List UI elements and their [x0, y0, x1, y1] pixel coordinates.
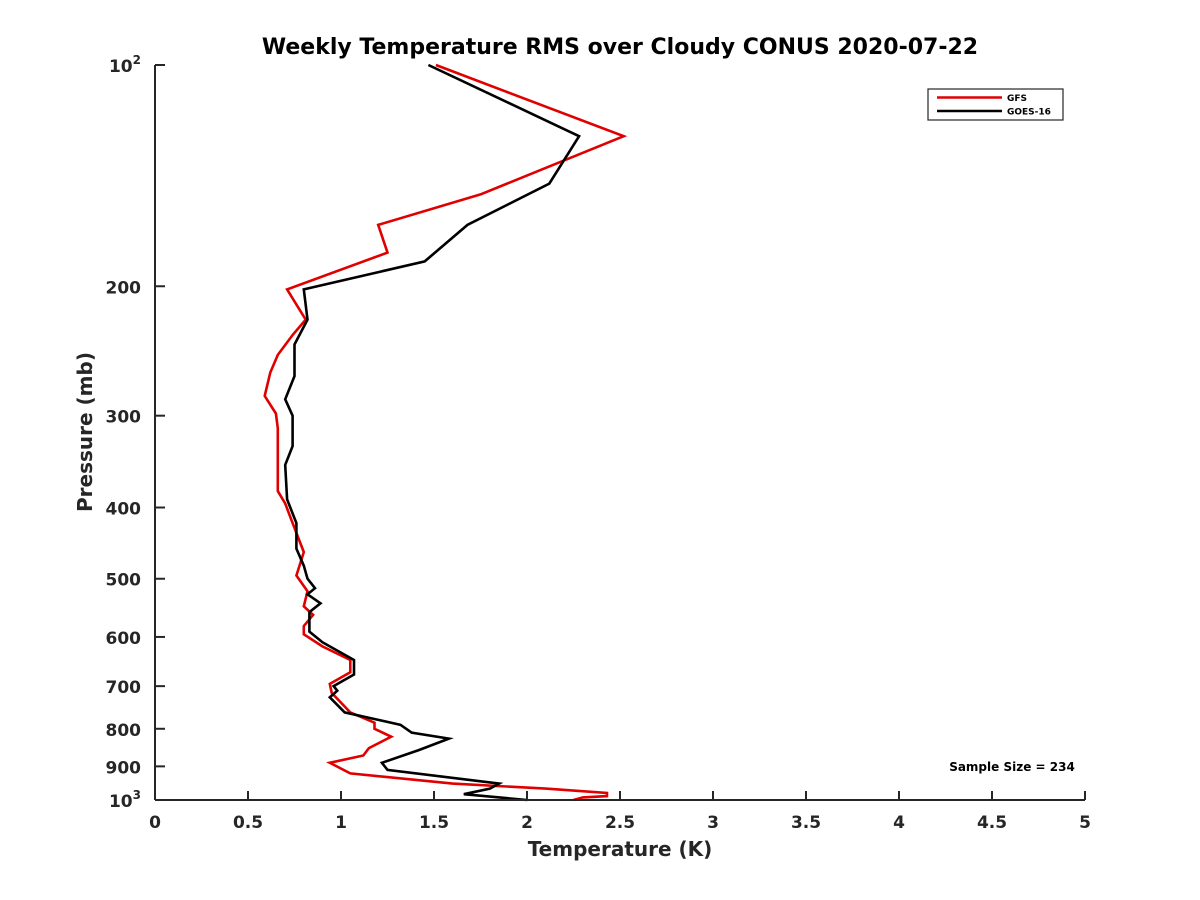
sample-size-annotation: Sample Size = 234 [949, 760, 1075, 774]
x-tick-label: 0.5 [233, 813, 263, 833]
x-axis-label: Temperature (K) [528, 837, 713, 861]
chart-title: Weekly Temperature RMS over Cloudy CONUS… [262, 35, 978, 60]
legend-box [927, 88, 1064, 121]
x-tick-label: 4 [893, 813, 905, 833]
x-tick-label: 5 [1079, 813, 1091, 833]
y-tick-label: 400 [106, 500, 142, 520]
x-tick-label: 1 [335, 813, 347, 833]
x-tick-label: 1.5 [419, 813, 449, 833]
y-tick-label: 200 [106, 278, 142, 298]
x-tick-label: 3 [707, 813, 719, 833]
y-tick-label: 900 [106, 758, 142, 778]
y-tick-label: 103 [109, 788, 141, 812]
y-tick-label: 600 [106, 629, 142, 649]
y-ticks: 102 200 300 400 500 600 700 800 900 103 [106, 53, 165, 812]
y-tick-label: 300 [106, 408, 142, 428]
y-tick-label: 700 [106, 678, 142, 698]
legend: GFS GOES-16 [927, 88, 1064, 121]
legend-label-gfs: GFS [1007, 94, 1027, 104]
y-tick-label: 500 [106, 571, 142, 591]
x-tick-label: 3.5 [791, 813, 821, 833]
x-ticks: 0 0.5 1 1.5 2 2.5 3 3.5 4 4.5 5 [149, 791, 1091, 833]
x-tick-label: 2 [521, 813, 533, 833]
y-axis-label: Pressure (mb) [73, 352, 97, 512]
x-tick-label: 4.5 [977, 813, 1007, 833]
x-tick-label: 2.5 [605, 813, 635, 833]
y-tick-label: 102 [109, 53, 141, 77]
x-tick-label: 0 [149, 813, 161, 833]
legend-label-goes16: GOES-16 [1007, 108, 1051, 118]
series-group [263, 63, 628, 802]
y-tick-label: 800 [106, 721, 142, 741]
series-line-goes16 [283, 63, 581, 802]
